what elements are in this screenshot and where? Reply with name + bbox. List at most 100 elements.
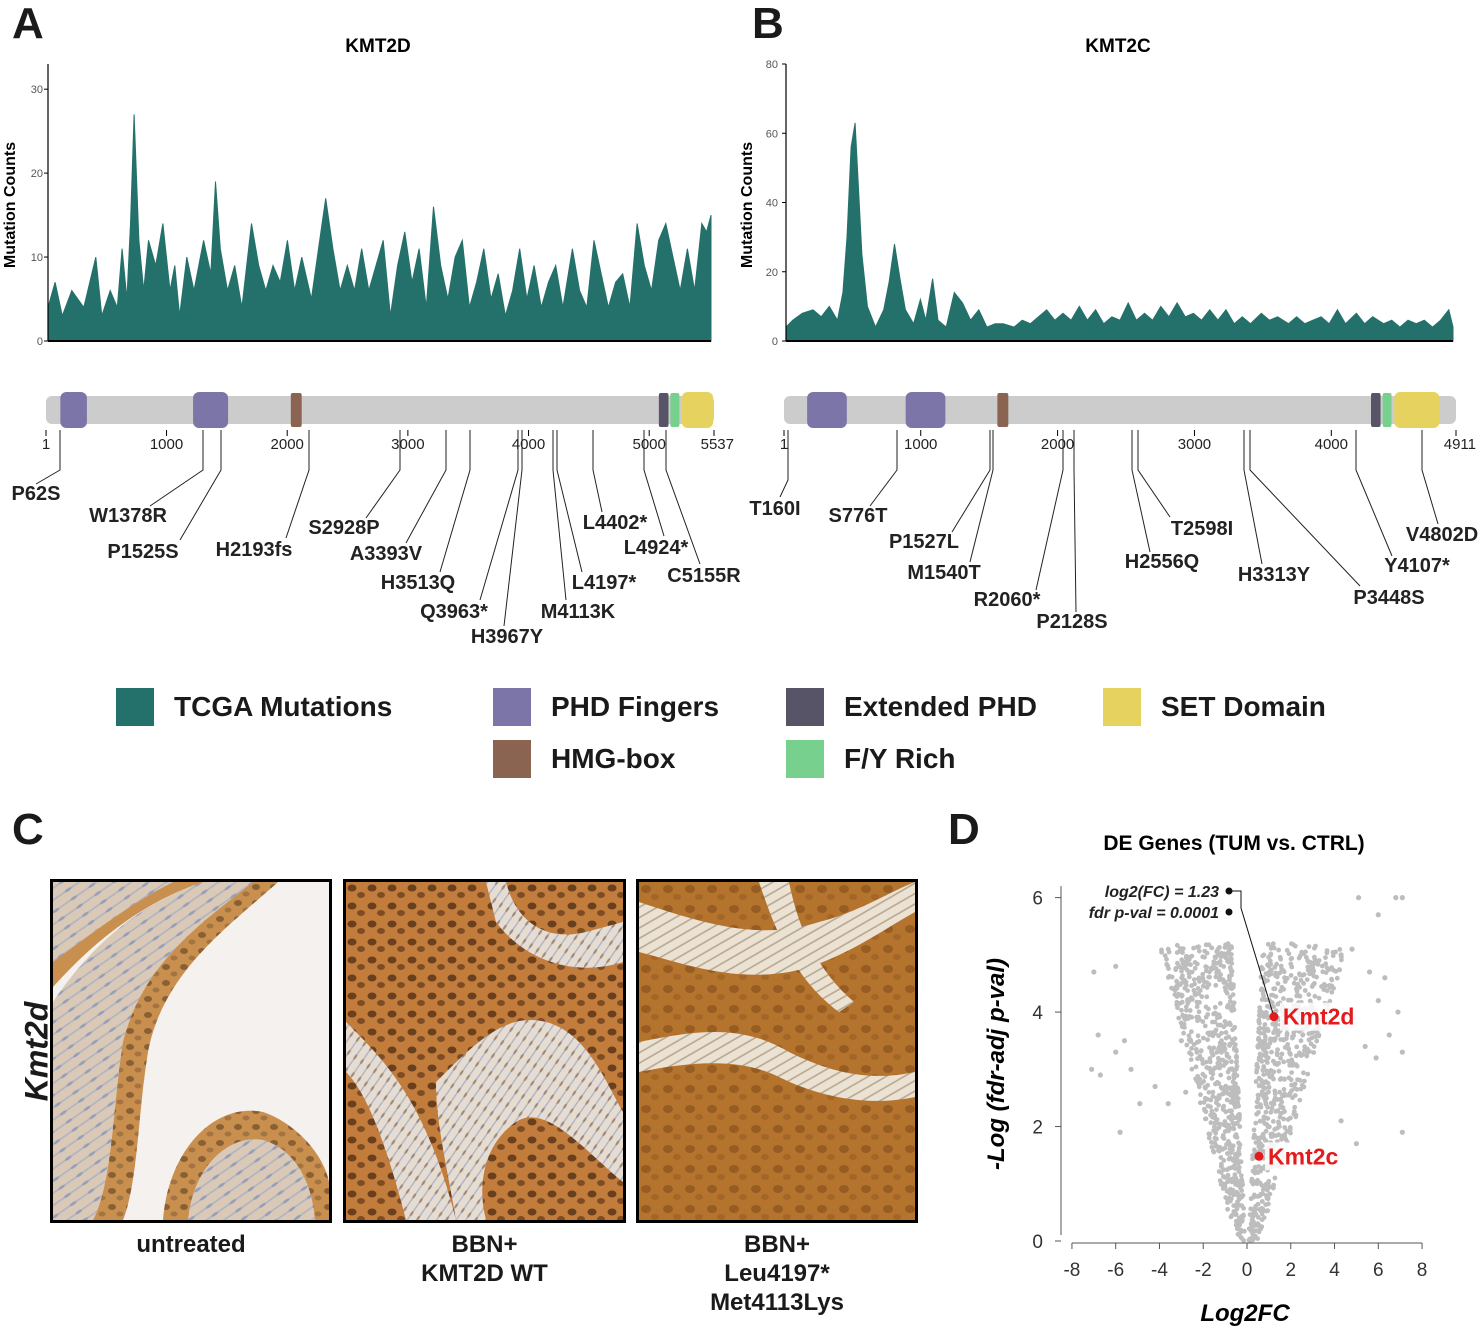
kmt2c-mutation-label: S776T [829,505,888,527]
kmt2c-chart-title: KMT2C [1085,36,1151,57]
legend-label-fy-rich: F/Y Rich [844,743,956,774]
kmt2d-x-tick-label: 2000 [271,436,304,453]
volcano-point [1399,1129,1405,1135]
kmt2c-y-axis-label: Mutation Counts [740,142,756,268]
kmt2c-mutation-area [785,122,1454,342]
kmt2d-y-axis-label: Mutation Counts [2,142,19,268]
volcano-x-tick-label: 0 [1242,1260,1253,1281]
kmt2c-domain-fy-rich [1382,393,1392,427]
legend-swatch-phd [493,688,531,726]
kmt2c-protein-backbone [784,396,1456,424]
kmt2c-mutation-leader [1035,430,1064,591]
kmt2d-mutation-area [47,114,712,342]
volcano-point [1091,969,1097,975]
panel-label-c: C [12,805,44,854]
kmt2c-x-tick-label: 1000 [904,436,937,453]
kmt2c-mutation-leader [1243,430,1263,565]
volcano-point [1165,1101,1171,1107]
kmt2d-mutation-label: A3393V [350,543,423,565]
volcano-point [1366,969,1373,975]
caption-untreated-line1: untreated [136,1231,246,1258]
kmt2d-domain-set [681,392,714,428]
legend-label-tcga: TCGA Mutations [174,691,393,722]
caption-bbn-wt-line2: KMT2D WT [421,1260,548,1287]
kmt2c-domain-extended-phd [1371,393,1381,427]
panel-label-a: A [12,0,44,48]
kmt2d-mutation-leader [35,430,61,485]
volcano-highlight-kmt2d [1269,1012,1279,1022]
volcano-highlight-kmt2c [1254,1151,1264,1161]
volcano-point [1097,1072,1103,1078]
volcano-y-tick-label: 4 [1032,1003,1043,1024]
caption-bbn-mutant-line2: Leu4197* [724,1260,830,1287]
volcano-y-tick-label: 0 [1032,1232,1043,1253]
kmt2c-mutation-leader [1355,430,1393,557]
volcano-x-tick-label: -8 [1063,1260,1080,1281]
volcano-annotation-dot [1225,887,1233,895]
kmt2d-mutation-leader [665,430,701,565]
volcano-y-axis-label: -Log (fdr-adj p-val) [983,958,1010,1170]
kmt2d-mutation-label: W1378R [89,505,167,527]
legend-tcga: TCGA Mutations [116,688,392,726]
kmt2d-x-tick-label: 5537 [701,436,734,453]
kmt2d-domain-hmg [290,393,302,427]
kmt2c-mutation-leader [1137,430,1171,518]
kmt2c-mutation-label: R2060* [974,589,1041,611]
kmt2c-mutation-label: H3313Y [1238,564,1311,586]
kmt2c-mutation-label: P3448S [1353,587,1424,609]
volcano-highlight-label-kmt2c: Kmt2c [1268,1143,1339,1169]
volcano-point [1362,1043,1368,1050]
kmt2c-y-tick-label: 0 [772,336,778,348]
volcano-point [1338,952,1344,958]
kmt2d-mutation-label: P62S [12,483,61,505]
legend-extended-phd: Extended PHD [786,688,1037,726]
volcano-point [1375,998,1381,1004]
kmt2d-y-tick-label: 10 [31,252,43,264]
kmt2d-x-tick-label: 3000 [391,436,424,453]
volcano-highlight-label-kmt2d: Kmt2d [1283,1004,1355,1030]
kmt2d-mutation-label: L4402* [583,512,648,534]
legend-phd: PHD Fingers [493,688,719,726]
caption-bbn-wt: BBN+ KMT2D WT [343,1230,626,1288]
kmt2d-mutation-leader [149,430,204,507]
volcano-point [1128,1066,1134,1072]
kmt2c-y-tick-label: 60 [766,128,778,140]
kmt2d-mutation-leader [285,430,310,539]
volcano-point [1095,1032,1101,1038]
kmt2c-domain-hmg [997,393,1009,427]
volcano-point [1382,975,1388,981]
kmt2d-x-tick-label: 1 [42,436,50,453]
kmt2c-mutation-label: Y4107* [1384,555,1450,577]
kmt2c-mutation-label: V4802D [1406,524,1478,546]
volcano-point [1399,895,1405,901]
volcano-x-tick-label: 4 [1329,1260,1340,1281]
volcano-x-tick-label: 2 [1285,1260,1296,1281]
kmt2d-mutation-leader [479,430,519,601]
volcano-point [1393,895,1399,901]
kmt2d-x-tick-label: 4000 [512,436,545,453]
caption-bbn-mutant-line3: Met4113Lys [710,1289,844,1316]
kmt2d-mutation-leader [592,430,603,513]
kmt2d-x-tick-label: 1000 [150,436,183,453]
kmt2d-lollipop-chart: KMT2D Mutation Counts 0 10 20 30 1 1000 2000 3… [2,36,740,648]
volcano-y-tick-label: 2 [1032,1118,1043,1139]
kmt2d-y-tick-label: 30 [31,84,43,96]
volcano-title: DE Genes (TUM vs. CTRL) [1103,832,1364,855]
kmt2d-y-tick-label: 0 [37,336,43,348]
legend-set: SET Domain [1103,688,1326,726]
volcano-annotation-dot [1225,908,1233,916]
legend-fy-rich: F/Y Rich [786,740,956,778]
caption-bbn-mutant: BBN+ Leu4197* Met4113Lys [636,1230,918,1317]
kmt2c-mutation-leader [869,430,898,507]
volcano-highlight-label-bg [1279,1002,1358,1031]
panel-label-b: B [752,0,784,48]
kmt2c-mutation-leader [969,430,994,563]
kmt2d-mutation-label: Q3963* [420,601,488,623]
volcano-point [1399,1049,1405,1055]
kmt2d-mutation-leader [556,430,583,573]
kmt2c-mutation-label: M1540T [907,562,980,584]
kmt2d-mutation-label: C5155R [667,565,740,587]
volcano-y-tick-label: 6 [1032,889,1043,910]
kmt2d-mutation-leader [365,430,401,519]
volcano-point [1113,1049,1119,1055]
